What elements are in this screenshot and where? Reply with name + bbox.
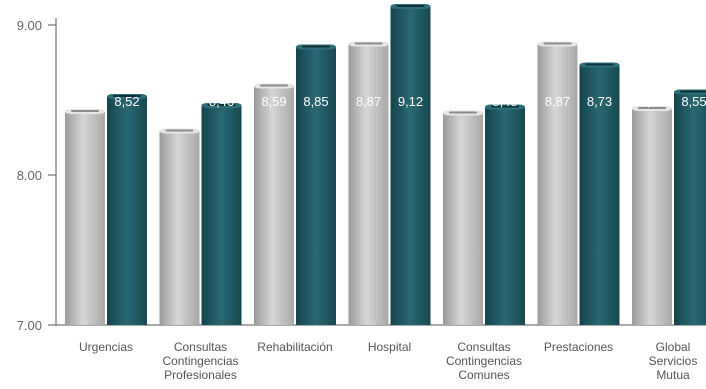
bar-series-2 — [390, 7, 431, 325]
category-label-line: Prestaciones — [544, 340, 613, 354]
bar-group-item — [443, 110, 483, 325]
bar-series-1 — [443, 113, 483, 325]
category-label-line: Rehabilitación — [257, 340, 332, 354]
bar-value-label: 8,73 — [587, 94, 612, 109]
category-label-line: Global — [656, 340, 691, 354]
category-label-line: Comunes — [458, 368, 509, 382]
category-label: Prestaciones — [544, 340, 613, 354]
bar-value-label: 8,87 — [356, 94, 381, 109]
bar-series-2 — [579, 65, 620, 325]
bar-group-item — [390, 4, 431, 325]
bar-value-label: 8,55 — [681, 94, 706, 109]
bar-cap-shadow — [165, 129, 194, 132]
bar-cap-shadow — [71, 110, 99, 112]
bar-group-item — [485, 104, 525, 325]
category-label: Hospital — [368, 340, 411, 354]
bar-cap-shadow — [680, 90, 706, 93]
category-label-line: Servicios — [649, 354, 698, 368]
bar-group-item — [201, 103, 242, 325]
bar-series-1 — [159, 131, 200, 325]
bar-cap-shadow — [449, 111, 477, 114]
bar-series-1 — [537, 44, 578, 325]
bar-value-label: 8,29 — [167, 94, 192, 109]
bar-group-item — [65, 109, 105, 325]
bar-group-item — [348, 41, 389, 325]
y-tick-label: 7.00 — [17, 318, 42, 333]
bar-value-label: 8,46 — [209, 94, 234, 109]
bar-cap-shadow — [113, 95, 141, 97]
category-label-line: Contingencias — [446, 354, 522, 368]
bar-group-item — [537, 41, 578, 325]
bar-value-label: 9,12 — [398, 94, 423, 109]
bar-series-2 — [201, 106, 242, 325]
y-tick-label: 8.00 — [17, 168, 42, 183]
category-label: Global Servicios Mutua — [649, 340, 698, 382]
category-label-line: Consultas — [457, 340, 510, 354]
bar-group-item — [159, 128, 200, 325]
bar-series-2 — [485, 107, 525, 325]
category-label: Consultas Contingencias Comunes — [446, 340, 522, 382]
bar-cap-shadow — [396, 5, 425, 7]
bar-series-1 — [348, 44, 389, 325]
bar-value-label: 8,44 — [639, 94, 664, 109]
category-label-line: Hospital — [368, 340, 411, 354]
category-label-line: Consultas — [174, 340, 227, 354]
bar-series-1 — [632, 109, 672, 325]
bar-cap-shadow — [302, 45, 330, 48]
bar-cap-shadow — [260, 84, 288, 87]
bar-cap-shadow — [585, 63, 614, 66]
category-label: Urgencias — [79, 340, 133, 354]
bar-group-item — [674, 89, 706, 325]
bar-series-1 — [254, 86, 294, 325]
y-tick-label: 9.00 — [17, 18, 42, 33]
bar-series-2 — [674, 92, 706, 325]
bar-value-label: 8,42 — [72, 94, 97, 109]
bar-value-label: 8,41 — [450, 94, 475, 109]
category-label: Consultas Contingencias Profesionales — [162, 340, 238, 382]
bar-group-item — [579, 62, 620, 325]
category-label: Rehabilitación — [257, 340, 332, 354]
bar-value-label: 8,85 — [303, 94, 328, 109]
bar-cap-shadow — [207, 104, 236, 106]
bar-cap-shadow — [543, 42, 572, 45]
bar-value-label: 8,52 — [114, 94, 139, 109]
bar-cap-shadow — [491, 105, 519, 108]
category-label-line: Mutua — [656, 368, 690, 382]
bar-series-2 — [107, 97, 147, 325]
category-label-line: Contingencias — [162, 354, 238, 368]
bar-value-label: 8,59 — [261, 94, 286, 109]
bar-series-1 — [65, 112, 105, 325]
bar-group-item — [632, 106, 672, 325]
category-label-line: Urgencias — [79, 340, 133, 354]
bar-cap-shadow — [354, 42, 383, 45]
bar-value-label: 8,87 — [545, 94, 570, 109]
bar-value-label: 8,45 — [492, 94, 517, 109]
category-label-line: Profesionales — [164, 368, 237, 382]
bar-cap-shadow — [638, 107, 666, 109]
bar-group-item — [254, 83, 294, 325]
bar-series-2 — [296, 47, 336, 325]
bar-group-item — [107, 94, 147, 325]
bar-group-item — [296, 44, 336, 325]
